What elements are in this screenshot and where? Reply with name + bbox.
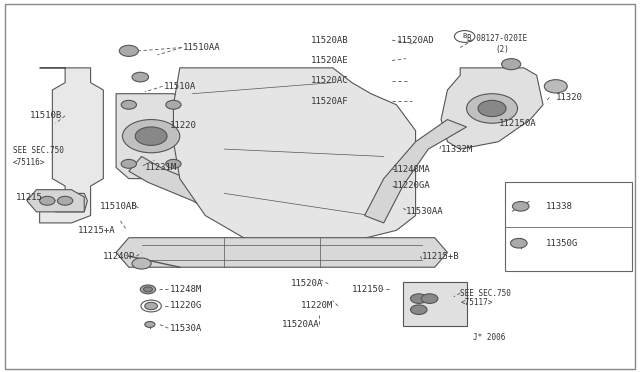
Text: 11520AB: 11520AB	[310, 36, 348, 45]
Text: 11510AB: 11510AB	[100, 202, 138, 211]
Bar	[403, 282, 467, 326]
Text: 11231M: 11231M	[145, 163, 177, 172]
Circle shape	[478, 100, 506, 116]
Text: 11510B: 11510B	[30, 111, 62, 121]
Polygon shape	[173, 68, 415, 249]
Text: 11220G: 11220G	[170, 301, 202, 311]
Polygon shape	[129, 157, 225, 212]
Polygon shape	[52, 193, 88, 212]
Text: B: B	[463, 33, 467, 39]
Bar	[505, 182, 632, 271]
Text: 11350G: 11350G	[546, 239, 579, 248]
Text: 11220: 11220	[170, 121, 197, 129]
Circle shape	[166, 160, 181, 168]
Text: (2): (2)	[495, 45, 509, 54]
Text: 11215: 11215	[15, 193, 42, 202]
Circle shape	[166, 100, 181, 109]
Circle shape	[132, 258, 151, 269]
Circle shape	[410, 305, 427, 314]
Circle shape	[145, 302, 157, 310]
Text: B 08127-020IE: B 08127-020IE	[467, 34, 527, 43]
Polygon shape	[40, 68, 103, 223]
Circle shape	[143, 287, 152, 292]
Text: 11520A: 11520A	[291, 279, 324, 288]
Text: 112150: 112150	[352, 285, 384, 294]
Text: 11332M: 11332M	[441, 145, 474, 154]
Text: 11530AA: 11530AA	[406, 207, 444, 217]
Text: 11520AE: 11520AE	[310, 56, 348, 65]
Polygon shape	[116, 94, 193, 179]
Circle shape	[421, 294, 438, 304]
Polygon shape	[27, 190, 84, 212]
Text: 11338: 11338	[546, 202, 573, 211]
Polygon shape	[116, 238, 447, 267]
Text: 11248MA: 11248MA	[394, 165, 431, 174]
Circle shape	[119, 45, 138, 57]
Text: 112150A: 112150A	[499, 119, 536, 128]
Text: <75116>: <75116>	[13, 157, 45, 167]
Circle shape	[511, 238, 527, 248]
Circle shape	[121, 160, 136, 168]
Text: J* 2006: J* 2006	[473, 333, 506, 342]
Text: 11240P: 11240P	[103, 251, 136, 261]
Polygon shape	[365, 119, 467, 223]
Text: 11215+B: 11215+B	[422, 251, 460, 261]
Text: 11520AA: 11520AA	[282, 320, 319, 329]
Circle shape	[135, 127, 167, 145]
Text: 11510A: 11510A	[164, 82, 196, 91]
Circle shape	[121, 100, 136, 109]
Circle shape	[544, 80, 567, 93]
Text: 11220M: 11220M	[301, 301, 333, 311]
Circle shape	[410, 294, 427, 304]
Text: <75117>: <75117>	[460, 298, 493, 307]
Text: 11320: 11320	[556, 93, 582, 102]
Circle shape	[140, 285, 156, 294]
Text: 11248M: 11248M	[170, 285, 202, 294]
Text: 11520AD: 11520AD	[396, 36, 434, 45]
Circle shape	[122, 119, 180, 153]
Circle shape	[145, 321, 155, 327]
Circle shape	[58, 196, 73, 205]
Circle shape	[513, 202, 529, 211]
Text: 11510AA: 11510AA	[183, 43, 221, 52]
Text: 11220GA: 11220GA	[394, 182, 431, 190]
Circle shape	[132, 72, 148, 82]
Text: 11520AC: 11520AC	[310, 76, 348, 85]
Circle shape	[40, 196, 55, 205]
Text: 11215+A: 11215+A	[78, 226, 115, 235]
Text: 11520AF: 11520AF	[310, 97, 348, 106]
Circle shape	[502, 59, 521, 70]
Text: 11530A: 11530A	[170, 324, 202, 333]
Text: SEE SEC.750: SEE SEC.750	[13, 147, 64, 155]
Polygon shape	[441, 68, 543, 149]
Circle shape	[467, 94, 518, 123]
Text: SEE SEC.750: SEE SEC.750	[460, 289, 511, 298]
